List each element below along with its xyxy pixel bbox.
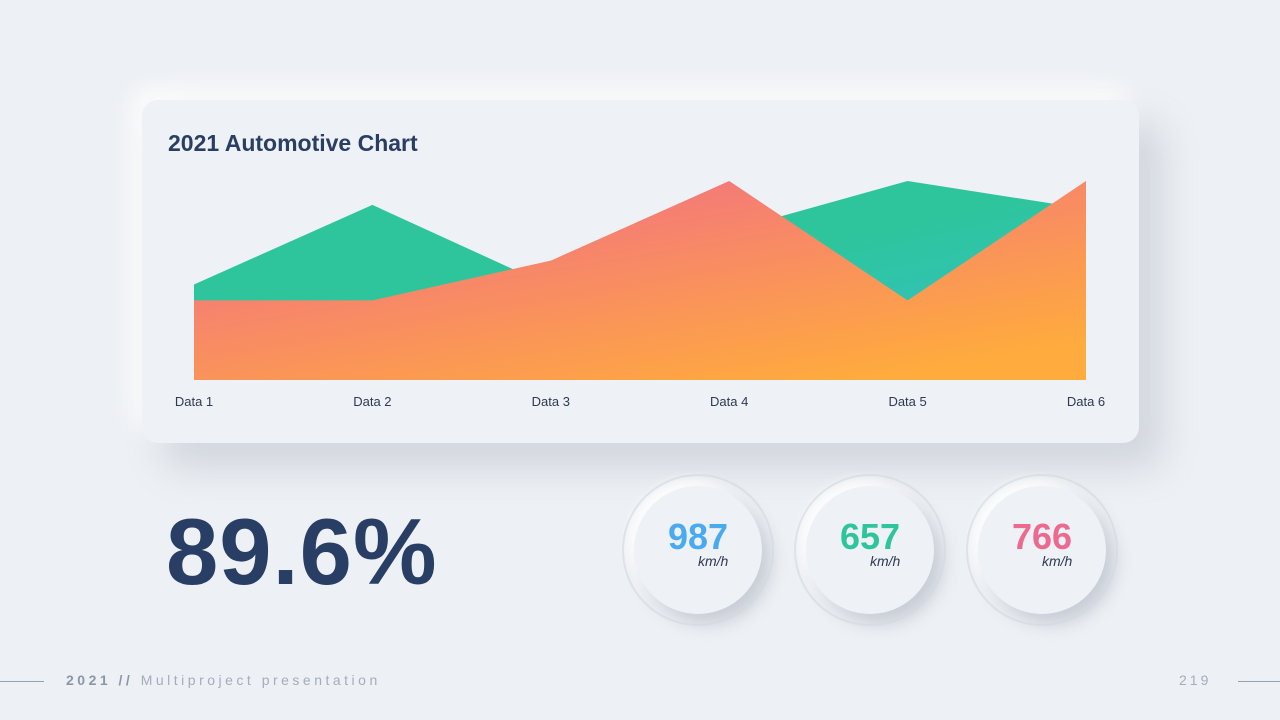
x-axis-label: Data 4 bbox=[710, 394, 748, 409]
x-axis-label: Data 1 bbox=[175, 394, 213, 409]
percentage-stat: 89.6% bbox=[166, 499, 438, 604]
x-axis-label: Data 5 bbox=[888, 394, 926, 409]
page-number: 219 bbox=[1179, 672, 1212, 688]
x-axis-label: Data 6 bbox=[1067, 394, 1105, 409]
footer-year: 2021 bbox=[66, 672, 112, 688]
chart-card: 2021 Automotive Chart Data 1 Data 2 Data 3… bbox=[142, 100, 1139, 443]
gauge-value: 657 bbox=[839, 516, 901, 557]
footer-presentation-name: Multiproject presentation bbox=[140, 672, 381, 688]
x-axis-label: Data 3 bbox=[532, 394, 570, 409]
speed-gauge-2: 657 km/h bbox=[794, 474, 946, 626]
gauge-unit: km/h bbox=[698, 553, 729, 569]
footer-divider-left bbox=[0, 681, 44, 682]
gauge-value: 987 bbox=[667, 516, 729, 557]
gauge-unit: km/h bbox=[1042, 553, 1073, 569]
speed-gauge-3: 766 km/h bbox=[966, 474, 1118, 626]
footer-divider-right bbox=[1238, 681, 1280, 682]
chart-title: 2021 Automotive Chart bbox=[168, 130, 418, 156]
speed-gauge-1: 987 km/h bbox=[622, 474, 774, 626]
area-series-2 bbox=[194, 181, 1086, 380]
x-axis-label: Data 2 bbox=[353, 394, 391, 409]
footer-separator: // bbox=[111, 672, 141, 688]
footer-title: 2021 // Multiproject presentation bbox=[66, 672, 381, 688]
gauge-value: 766 bbox=[1011, 516, 1073, 557]
area-chart: Data 1 Data 2 Data 3 Data 4 Data 5 Data 6 bbox=[175, 181, 1105, 409]
gauge-unit: km/h bbox=[870, 553, 901, 569]
